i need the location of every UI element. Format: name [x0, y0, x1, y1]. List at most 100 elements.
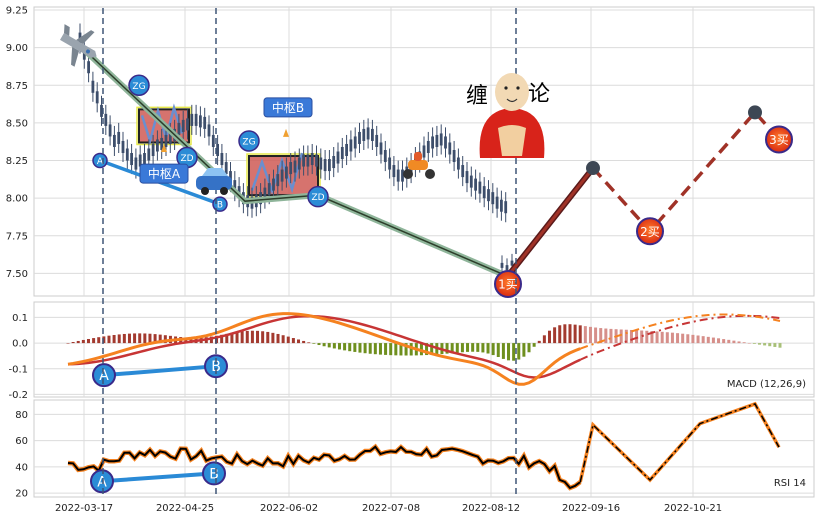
macd-hist-bar: [604, 328, 608, 344]
macd-hist-bar: [635, 330, 639, 344]
candle-body: [349, 139, 353, 152]
macd-hist-bar: [266, 331, 270, 344]
macd-hist-bar: [66, 343, 70, 344]
candle-body: [100, 104, 103, 117]
grid-lines: [34, 7, 814, 497]
y-tick-label: 0.0: [12, 339, 28, 350]
rsi-marker-circle: [90, 469, 114, 494]
y-tick-label: 7.75: [6, 231, 28, 242]
rsi-ab-line: [101, 471, 215, 484]
x-tick-label: 2022-06-02: [260, 503, 318, 514]
airplane-icon: [60, 24, 97, 67]
macd-hist-bar: [619, 329, 623, 344]
candle-body: [422, 145, 426, 158]
candle-body: [91, 80, 95, 93]
forecast-pivot-dot: [748, 105, 762, 120]
macd-hist-bar: [384, 343, 388, 355]
candle-body: [495, 196, 499, 209]
macd-hist-bar: [752, 343, 756, 344]
rsi-label: RSI 14: [774, 478, 806, 489]
macd-hist-bar: [425, 343, 429, 356]
candle-body: [181, 119, 185, 132]
macd-hist-bar: [281, 335, 285, 344]
candle-body: [388, 157, 391, 170]
candle-body: [510, 260, 514, 266]
candle-body: [151, 143, 155, 157]
candle-body: [358, 131, 361, 144]
macd-hist-bar: [773, 343, 777, 347]
macd-hist-bar: [297, 339, 301, 344]
macd-hist-bar: [358, 343, 362, 353]
candle-body: [474, 178, 477, 191]
buy-point-label: 1买: [498, 277, 518, 291]
zhongshu-label-box: [263, 97, 313, 118]
macd-hist-bar: [466, 343, 470, 352]
macd-hist-bar: [450, 343, 454, 354]
macd-hist-bar: [343, 343, 347, 351]
candle-body: [332, 156, 336, 169]
candle-body: [379, 142, 383, 155]
price-markers: A B ZG ZD ZG ZD 中枢A 中枢B: [92, 74, 329, 212]
candle-body: [113, 134, 116, 147]
macd-hist-bar: [307, 342, 311, 344]
x-tick-label: 2022-08-12: [462, 503, 520, 514]
macd-hist-bar: [778, 343, 782, 348]
macd-hist-bar: [271, 332, 275, 344]
candle-body: [293, 160, 297, 173]
candle-body: [186, 118, 189, 131]
y-tick-label: 0.1: [12, 313, 28, 324]
candle-body: [224, 162, 228, 175]
price-marker-label: ZD: [311, 193, 324, 203]
candle-body: [147, 148, 151, 161]
y-tick-label: 40: [15, 462, 28, 473]
candle-body: [396, 169, 400, 182]
candle-body: [504, 201, 508, 214]
y-tick-label: 20: [15, 489, 28, 500]
macd-marker-label: A: [99, 368, 109, 384]
candle-body: [297, 157, 301, 170]
candle-body: [285, 166, 288, 179]
macd-hist-bar: [660, 331, 664, 344]
macd-hist-bar: [650, 331, 654, 344]
macd-hist-bar: [235, 332, 239, 344]
macd-hist-bar: [527, 343, 531, 353]
buy-point-label: 2买: [640, 225, 660, 239]
macd-hist-bar: [143, 333, 147, 344]
macd-hist-bar: [76, 340, 80, 344]
macd-hist-bar: [758, 343, 762, 345]
candle-body: [276, 174, 280, 187]
monk-icon: [479, 73, 545, 158]
candle-body: [310, 153, 314, 166]
candle-body: [345, 143, 348, 157]
macd-hist-bar: [153, 334, 157, 344]
macd-hist-bar: [691, 334, 695, 344]
candle-body: [353, 136, 357, 149]
candle-body: [143, 153, 146, 166]
macd-hist-bar: [240, 331, 244, 344]
candle-body: [482, 186, 486, 199]
candle-body: [500, 262, 504, 268]
y-tick-label: -0.1: [8, 364, 28, 375]
candle-body: [328, 159, 331, 172]
macd-hist-bar: [71, 342, 75, 344]
y-tick-label: 80: [15, 410, 28, 421]
rsi-marker-label: A: [97, 474, 107, 490]
macd-hist-bar: [640, 330, 644, 344]
macd-hist-bar: [332, 343, 336, 349]
candle-body: [194, 113, 198, 126]
macd-hist-bar: [558, 325, 562, 344]
candle-body: [435, 134, 439, 147]
macd-hist-bar: [394, 343, 398, 356]
candle-body: [108, 124, 112, 137]
macd-hist-bar: [532, 343, 536, 347]
macd-marker-circle: [204, 354, 228, 379]
macd-hist-bar: [460, 343, 464, 353]
candle-body: [431, 136, 434, 149]
rsi-forecast-line: [579, 403, 780, 483]
macd-hist-bar: [138, 333, 142, 344]
macd-hist-bar: [81, 339, 85, 344]
macd-hist-bar: [378, 343, 382, 355]
macd-hist-bar: [645, 330, 649, 344]
candle-body: [168, 131, 172, 144]
